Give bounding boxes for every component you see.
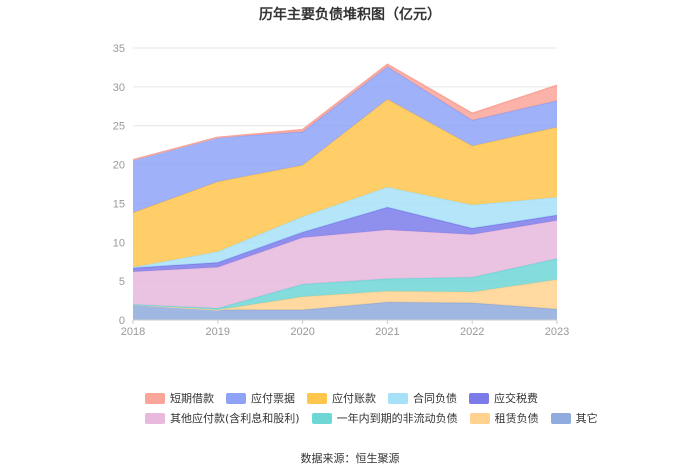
y-tick-label: 20 [113, 160, 125, 172]
legend-swatch [311, 412, 332, 424]
legend-item[interactable]: 租赁负债 [469, 410, 539, 426]
y-tick-label: 25 [113, 121, 125, 133]
x-tick-label: 2023 [545, 326, 569, 338]
y-tick-label: 15 [113, 198, 125, 210]
legend-label: 租赁负债 [494, 412, 539, 425]
legend-row: 其他应付款(含利息和股利) 一年内到期的非流动负债 租赁负债 其它 [145, 408, 598, 428]
legend-swatch [388, 392, 408, 404]
area-其它 [133, 302, 557, 320]
stacked-area-chart: 0 5 10 15 20 25 30 35 2018 2019 2020 2021 2022 2023 [113, 43, 569, 338]
area-edge-短期借款 [132, 63, 558, 161]
legend-swatch [550, 412, 571, 424]
legend-item[interactable]: 应付票据 [226, 390, 295, 406]
y-tick-label: 0 [119, 315, 125, 327]
legend-item[interactable]: 应交税费 [469, 390, 538, 406]
axes: 0 5 10 15 20 25 30 35 2018 2019 2020 2021 2022 2023 [113, 43, 569, 338]
legend-label: 合同负债 [413, 392, 457, 405]
area-series-group [132, 63, 558, 320]
legend-item[interactable]: 合同负债 [388, 390, 457, 406]
chart-title: 历年主要负债堆积图（亿元） [259, 7, 441, 23]
legend-item[interactable]: 短期借款 [145, 390, 214, 406]
legend-swatch [469, 392, 489, 404]
x-tick-label: 2018 [121, 326, 145, 338]
area-租赁负债 [133, 279, 557, 310]
y-tick-label: 35 [113, 43, 125, 55]
legend-label: 应付票据 [251, 392, 295, 405]
legend-swatch [307, 392, 327, 404]
legend-item[interactable]: 应付账款 [307, 390, 376, 406]
area-应付账款 [133, 99, 557, 268]
legend-label: 一年内到期的非流动负债 [336, 412, 458, 425]
legend-label: 短期借款 [170, 392, 214, 405]
y-tick-label: 10 [113, 237, 125, 249]
legend-swatch [145, 392, 165, 404]
legend-label: 其它 [575, 412, 598, 425]
area-其他应付款(含利息和股利) [133, 220, 557, 309]
legend-item[interactable]: 其它 [550, 410, 598, 426]
x-tick-label: 2021 [375, 326, 399, 338]
legend-swatch [469, 412, 490, 424]
legend-label: 应付账款 [332, 392, 376, 405]
legend-swatch [145, 412, 165, 424]
legend-label: 其他应付款(含利息和股利) [170, 412, 300, 425]
legend-row: 短期借款 应付票据 应付账款 合同负债 应交税费 [145, 388, 565, 408]
y-tick-label: 5 [119, 276, 125, 288]
area-合同负债 [133, 187, 557, 268]
area-一年内到期的非流动负债 [133, 258, 557, 310]
area-应付票据 [133, 66, 557, 213]
legend-label: 应交税费 [494, 392, 538, 405]
legend-swatch [226, 392, 246, 404]
x-tick-label: 2020 [290, 326, 314, 338]
legend: 短期借款 应付票据 应付账款 合同负债 应交税费其他应付款(含利息和股利) 一年内到期的非… [145, 388, 598, 428]
legend-item[interactable]: 一年内到期的非流动负债 [311, 410, 458, 426]
legend-item[interactable]: 其他应付款(含利息和股利) [145, 410, 300, 426]
data-source: 数据来源：恒生聚源 [300, 452, 400, 465]
x-tick-label: 2019 [206, 326, 230, 338]
y-tick-label: 30 [113, 82, 125, 94]
x-tick-label: 2022 [460, 326, 484, 338]
